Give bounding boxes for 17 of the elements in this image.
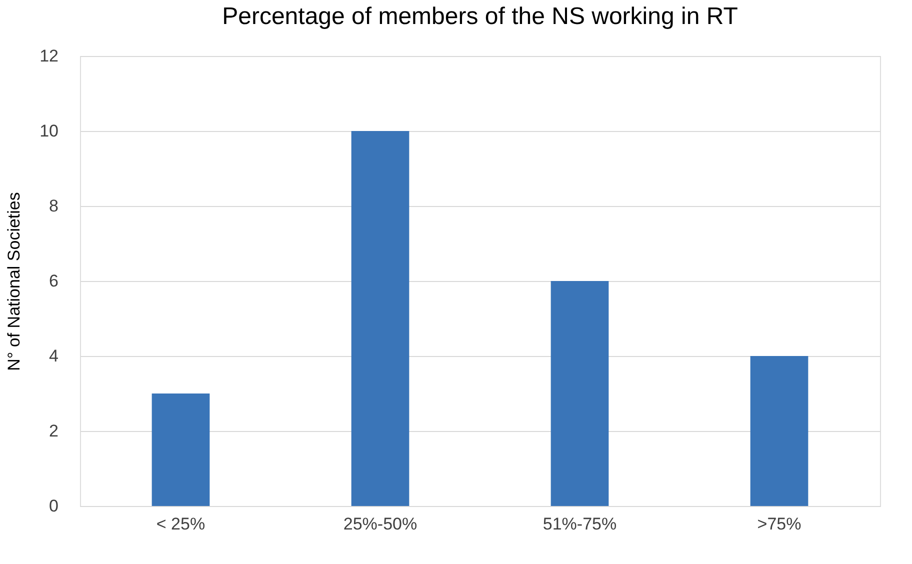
y-tick-label: 2 xyxy=(49,422,58,440)
bar xyxy=(550,281,609,506)
x-tick-label: 51%-75% xyxy=(542,514,617,534)
y-tick-label: 10 xyxy=(40,122,58,140)
x-tick-label: >75% xyxy=(757,514,802,534)
y-axis-title: N° of National Societies xyxy=(4,192,24,371)
bar xyxy=(152,394,210,506)
y-tick-label: 0 xyxy=(49,496,58,516)
x-tick-label: 25%-50% xyxy=(343,514,418,534)
x-tick-label: < 25% xyxy=(156,514,206,534)
bar xyxy=(351,131,410,506)
y-tick-label: 6 xyxy=(49,272,58,290)
y-tick-label: 8 xyxy=(49,196,58,216)
y-tick-label: 4 xyxy=(49,346,58,366)
bar xyxy=(750,356,808,506)
chart-title: Percentage of members of the NS working in RT xyxy=(222,3,738,30)
y-tick-label: 12 xyxy=(40,46,58,66)
